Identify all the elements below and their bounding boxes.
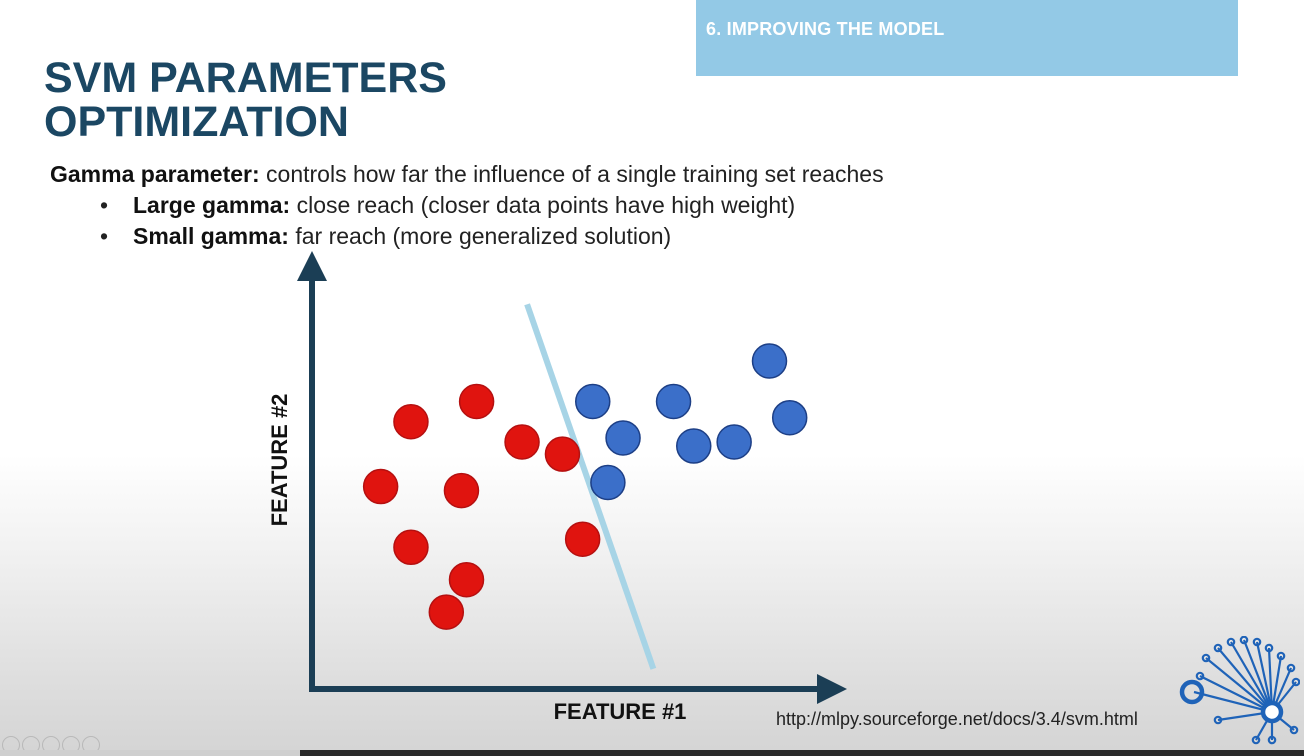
section-label: 6. IMPROVING THE MODEL (706, 19, 945, 39)
gamma-definition-text: controls how far the influence of a sing… (259, 161, 884, 187)
blue-class-point-5 (716, 424, 752, 460)
blue-class-point-3 (655, 383, 692, 420)
small-gamma-text: far reach (more generalized solution) (288, 223, 672, 249)
x-axis-label: FEATURE #1 (554, 699, 687, 724)
video-progress-bar[interactable] (0, 750, 1304, 756)
source-url: http://mlpy.sourceforge.net/docs/3.4/svm… (776, 709, 1138, 729)
red-class-point-8 (544, 436, 581, 472)
gamma-definition: Gamma parameter: controls how far the in… (50, 161, 884, 188)
decision-boundary-line (524, 303, 657, 670)
slide-title-line-1: SVM PARAMETERS (44, 54, 447, 102)
large-gamma-text: close reach (closer data points have hig… (290, 192, 796, 218)
slide-title: SVM PARAMETERS OPTIMIZATION (44, 56, 447, 144)
red-class-point-9 (564, 521, 601, 557)
small-gamma-term: Small gamma: (133, 223, 289, 249)
large-gamma-term: Large gamma: (133, 192, 291, 218)
red-class-point-2 (393, 529, 429, 566)
red-class-point-1 (393, 404, 429, 440)
video-progress-fill (0, 750, 300, 756)
slide-title-line-2: OPTIMIZATION (44, 98, 349, 146)
bullet-small-gamma: • Small gamma: far reach (more generalize… (100, 223, 795, 254)
gamma-term: Gamma parameter: (50, 161, 260, 187)
y-axis-label: FEATURE #2 (267, 394, 292, 527)
blue-class-point-1 (590, 464, 626, 501)
red-class-point-6 (458, 383, 495, 420)
red-class-point-3 (428, 594, 465, 630)
section-banner: 6. IMPROVING THE MODEL (696, 0, 1238, 76)
blue-class-point-6 (751, 343, 788, 379)
bullet-large-gamma: • Large gamma: close reach (closer data p… (100, 192, 795, 223)
bullet-dot: • (100, 192, 109, 218)
blue-class-point-0 (575, 383, 611, 420)
bullet-dot: • (100, 223, 109, 249)
red-class-point-5 (448, 561, 485, 598)
blue-class-point-4 (676, 428, 712, 464)
brand-logo-icon (1179, 636, 1300, 745)
blue-class-point-7 (771, 399, 808, 436)
blue-class-point-2 (605, 420, 641, 456)
red-class-point-7 (504, 424, 540, 460)
red-class-point-0 (362, 468, 399, 505)
red-class-point-4 (443, 472, 480, 509)
gamma-bullet-list: • Large gamma: close reach (closer data p… (100, 192, 795, 254)
